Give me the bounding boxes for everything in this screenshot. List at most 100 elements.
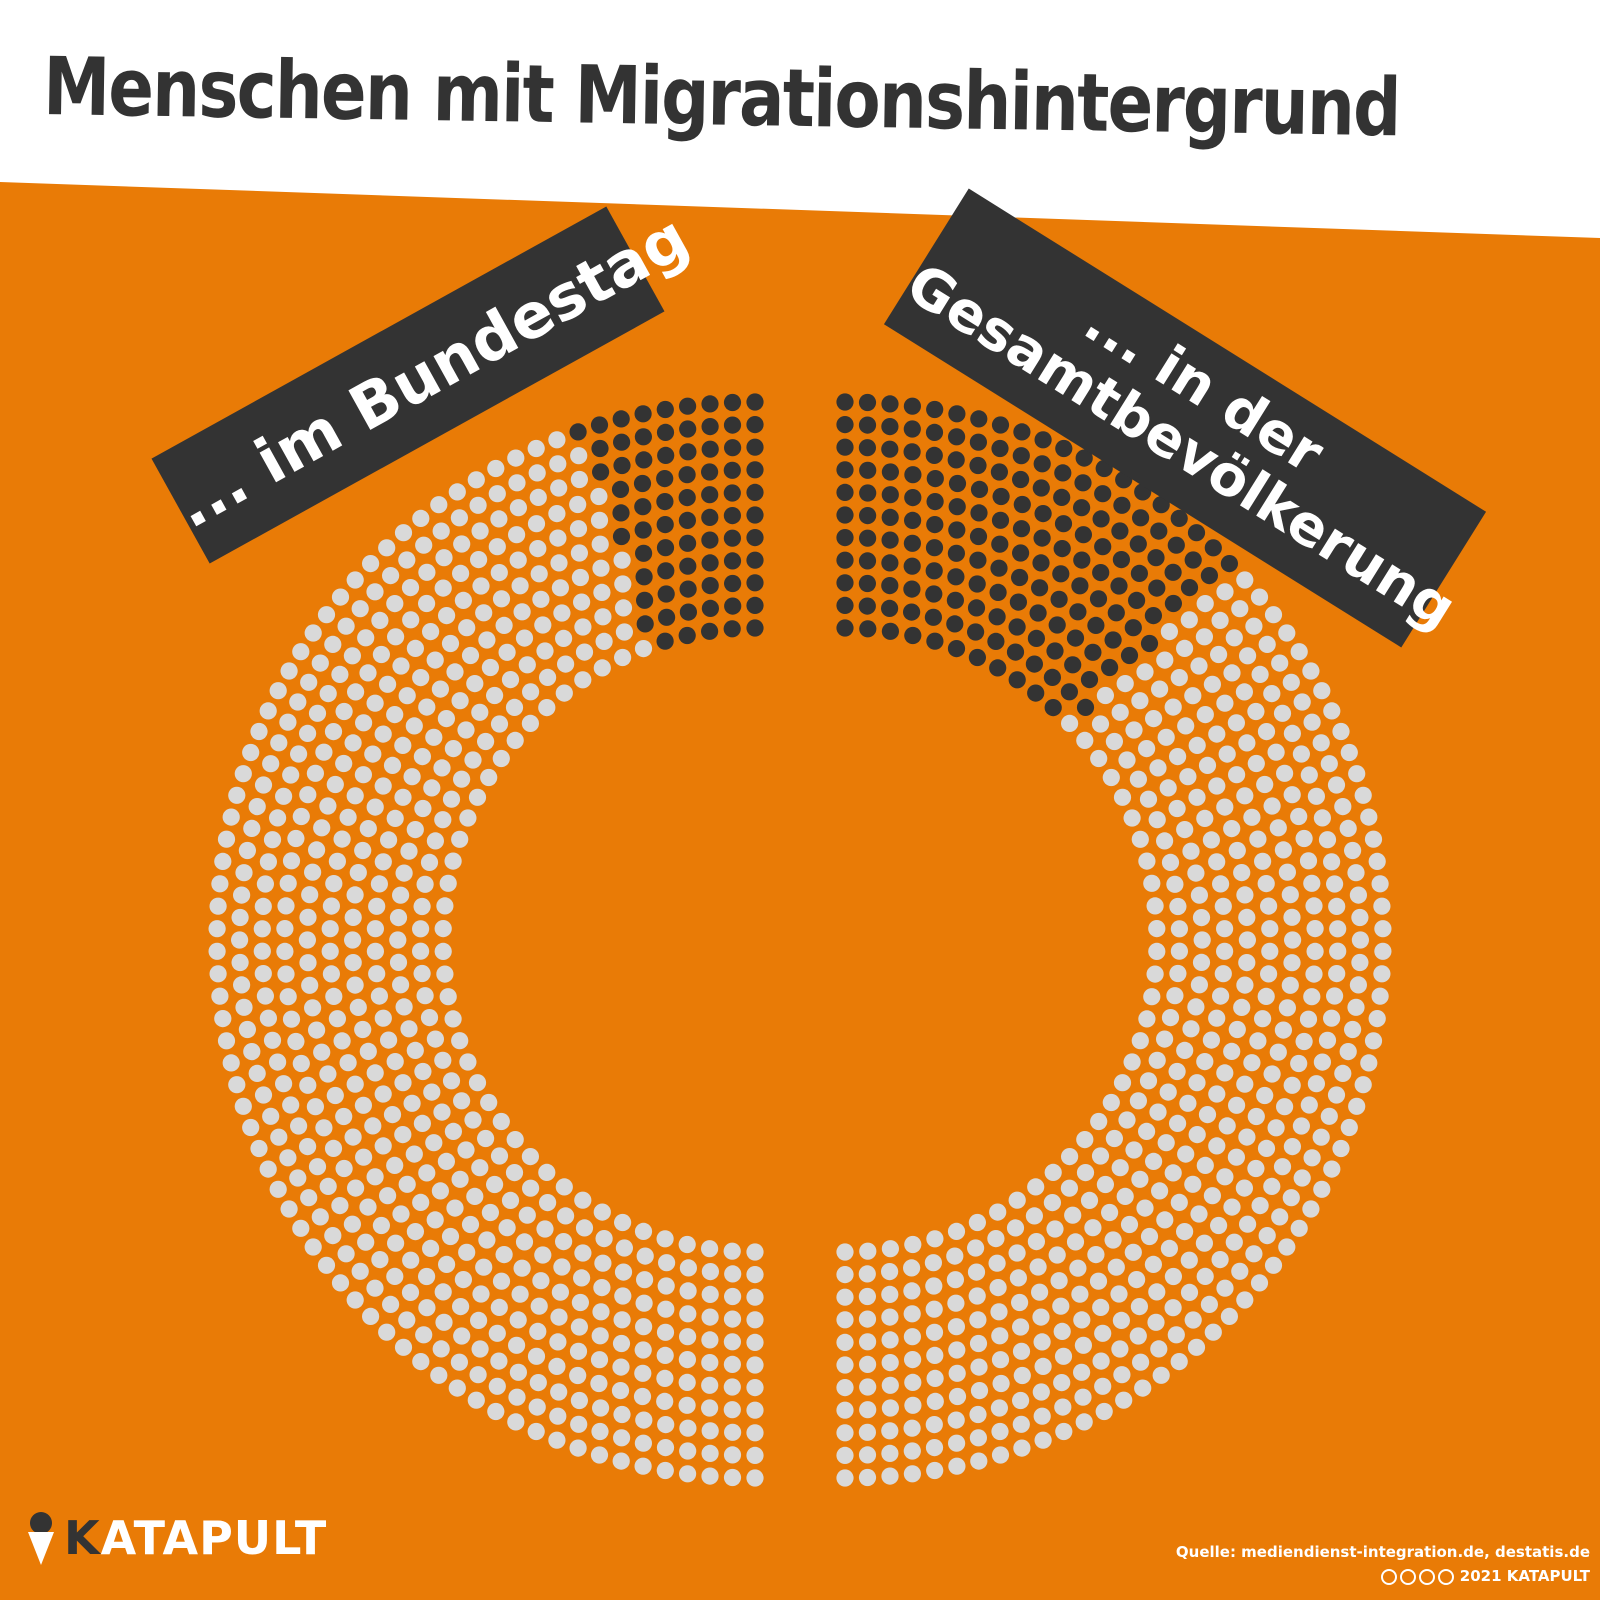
dot-other (1150, 1340, 1168, 1358)
dot-other (1048, 1246, 1066, 1264)
dot-other (1364, 830, 1383, 848)
dot-other (398, 1311, 416, 1329)
dot-other (1131, 692, 1149, 710)
dot-other (1008, 1244, 1026, 1262)
dot-other (1281, 886, 1299, 904)
dot-other (551, 579, 570, 597)
dot-other (1320, 1107, 1338, 1125)
dot-other (530, 565, 548, 583)
dot-other (1373, 965, 1391, 983)
dot-other (339, 1054, 357, 1072)
dot-other (370, 875, 388, 893)
dot-other (1095, 1402, 1113, 1421)
dot-other (515, 629, 534, 647)
dot-other (430, 1366, 448, 1384)
dot-other (1087, 1246, 1105, 1264)
dot-other (903, 1419, 921, 1437)
dot-other (287, 829, 305, 848)
dot-migration (925, 539, 944, 557)
dot-other (1169, 897, 1187, 916)
dot-other (1228, 1020, 1246, 1039)
dot-other (370, 987, 388, 1005)
dot-other (529, 1374, 547, 1392)
dot-other (1216, 1064, 1234, 1082)
dot-migration (987, 632, 1005, 651)
dot-other (859, 1401, 877, 1419)
dot-other (432, 1340, 450, 1358)
dot-other (242, 743, 260, 762)
dot-other (299, 1138, 317, 1156)
dot-migration (881, 577, 899, 595)
dot-other (209, 965, 227, 983)
dot-migration (1043, 668, 1061, 687)
dot-migration (701, 622, 719, 640)
dot-migration (1012, 520, 1031, 538)
dot-migration (656, 539, 675, 557)
dot-other (1327, 776, 1346, 794)
dot-other (290, 1117, 308, 1135)
dot-migration (635, 451, 653, 469)
dot-other (569, 1366, 587, 1385)
source-text: Quelle: mediendienst-integration.de, des… (1175, 1543, 1590, 1561)
dot-other (925, 1439, 944, 1457)
dot-other (1089, 1272, 1108, 1290)
dot-other (343, 1215, 361, 1233)
dot-other (403, 768, 421, 786)
dot-other (383, 756, 402, 775)
dot-other (259, 1160, 277, 1178)
dot-other (378, 539, 396, 557)
dot-other (594, 1254, 612, 1272)
dot-other (1300, 766, 1318, 784)
dot-other (292, 1219, 310, 1237)
copyright-line: 2021 KATAPULT (1176, 1564, 1590, 1588)
dot-other (1050, 1272, 1068, 1290)
dot-other (746, 1311, 764, 1329)
dot-other (836, 1288, 854, 1306)
dot-other (534, 1246, 552, 1264)
license-icons (1380, 1568, 1454, 1585)
dot-other (324, 635, 342, 654)
dot-other (1347, 998, 1365, 1016)
dot-other (1129, 770, 1147, 788)
dot-other (1032, 1308, 1050, 1326)
dot-other (948, 1387, 967, 1406)
dot-other (442, 790, 461, 808)
dot-other (1131, 1032, 1149, 1050)
dot-other (1148, 811, 1166, 829)
dot-other (903, 1328, 922, 1346)
dot-migration (679, 557, 697, 575)
bundestag-dot-ring (208, 393, 764, 1487)
dot-other (1210, 1216, 1228, 1235)
dot-other (859, 1355, 877, 1373)
dot-other (1334, 798, 1352, 816)
dot-other (1012, 1318, 1030, 1336)
dot-other (211, 987, 229, 1005)
dot-other (394, 1338, 413, 1356)
dot-other (991, 1446, 1010, 1464)
dot-other (1012, 1415, 1030, 1433)
dot-other (1238, 734, 1256, 752)
dot-other (1302, 1200, 1320, 1218)
dot-other (1227, 714, 1245, 732)
dot-other (592, 1303, 610, 1321)
dot-other (1235, 1179, 1253, 1197)
dot-other (1214, 965, 1232, 983)
dot-other (859, 1242, 877, 1260)
dot-other (425, 1134, 443, 1152)
dot-migration (1008, 671, 1026, 689)
dot-other (1326, 875, 1344, 893)
dot-migration (1140, 634, 1159, 653)
dot-other (233, 976, 251, 994)
dot-other (1143, 988, 1161, 1006)
dot-other (431, 1182, 449, 1200)
dot-migration (992, 487, 1010, 506)
dot-other (444, 852, 462, 870)
dot-other (371, 1251, 389, 1269)
dot-other (315, 743, 333, 761)
dot-other (1092, 1352, 1110, 1370)
dot-migration (1071, 577, 1089, 595)
dot-other (406, 821, 424, 839)
dot-other (279, 874, 297, 892)
dot-other (1293, 1169, 1311, 1187)
dot-other (394, 788, 412, 806)
